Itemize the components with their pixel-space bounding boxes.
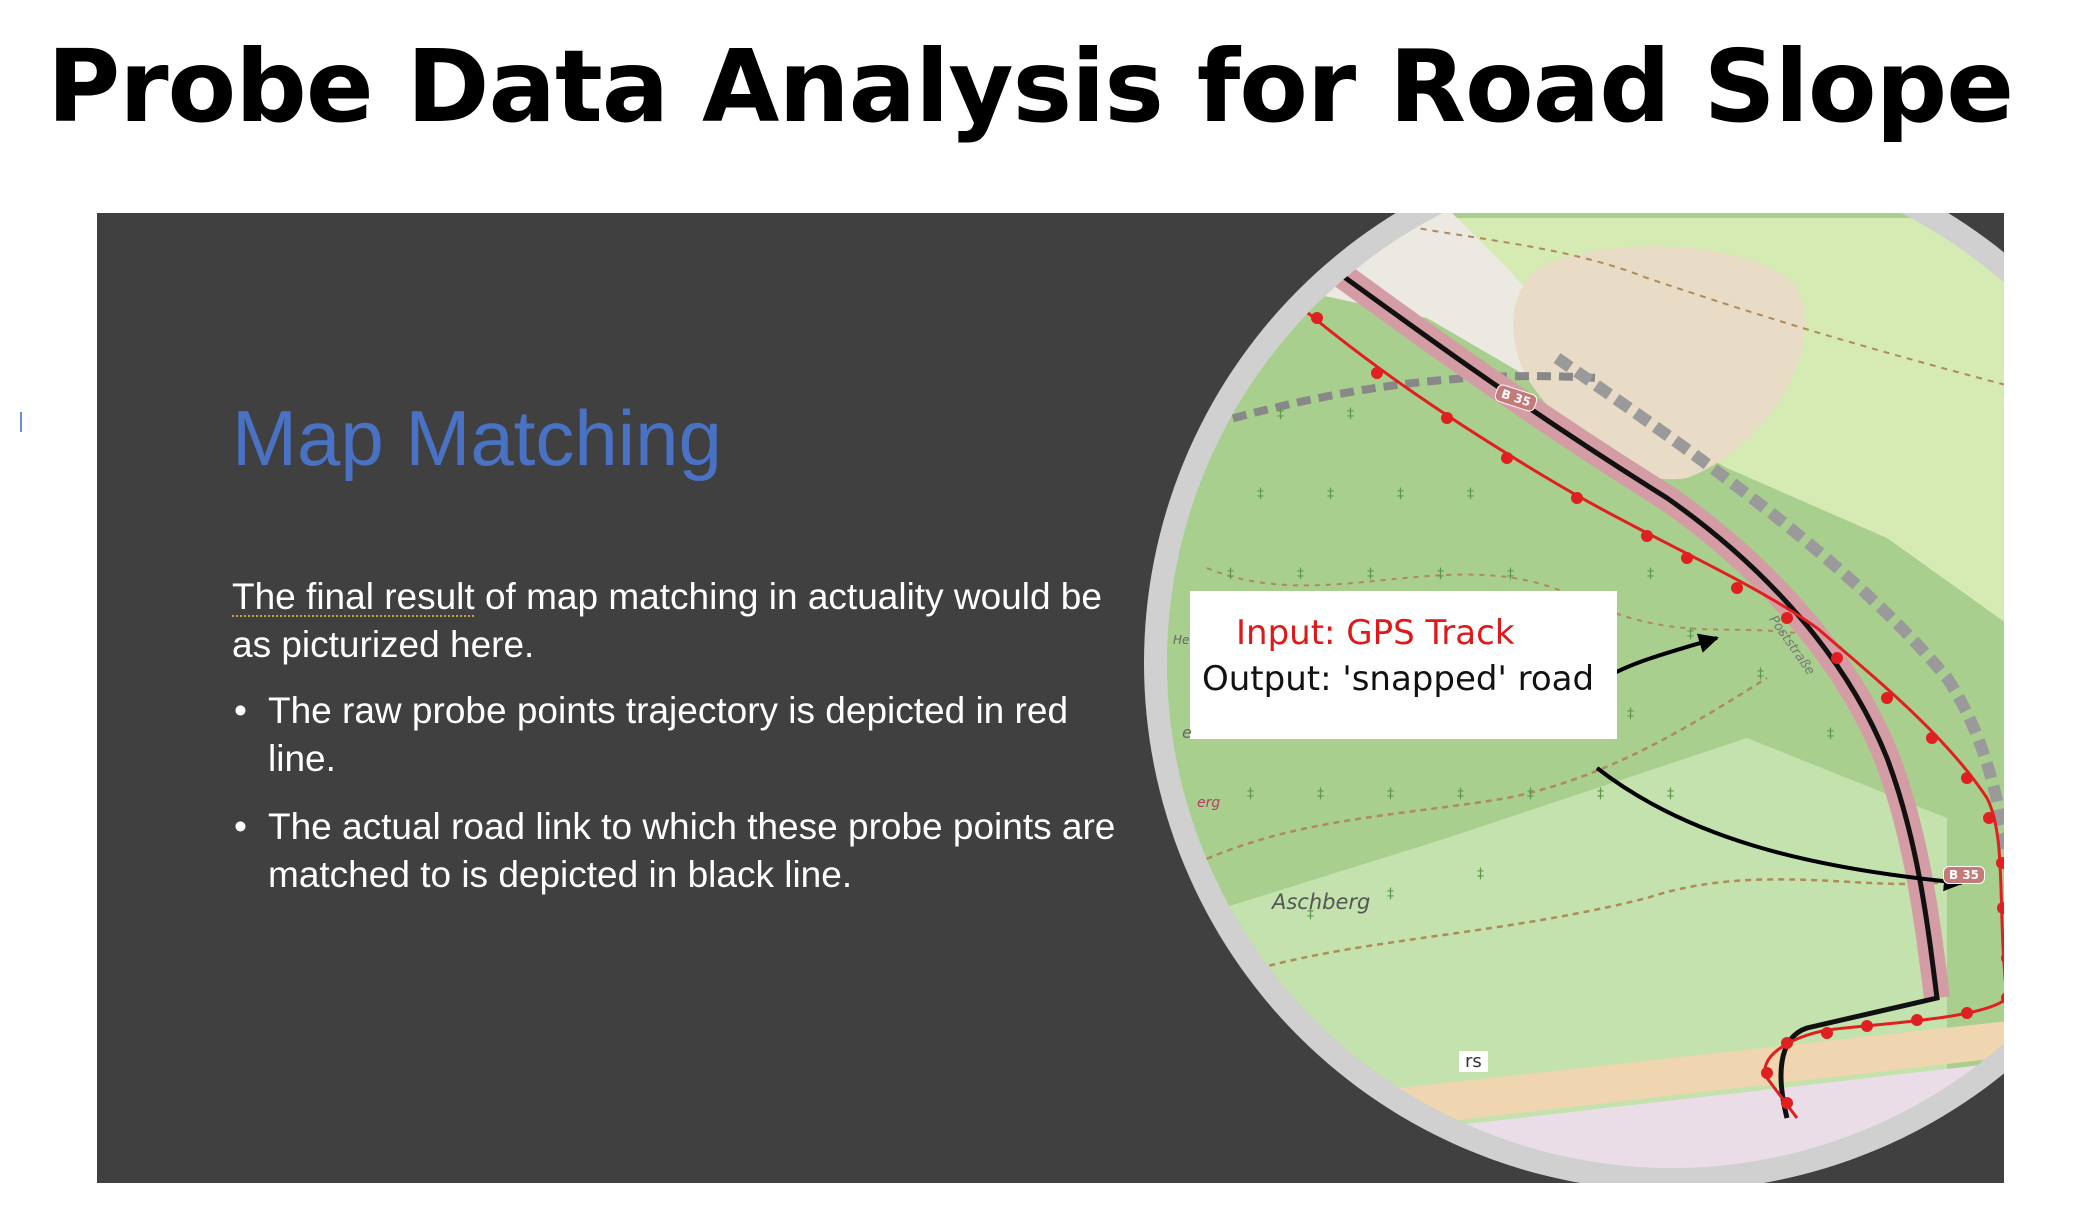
svg-text:‡: ‡	[1247, 786, 1254, 802]
svg-text:‡: ‡	[1387, 886, 1394, 902]
text-cursor	[20, 412, 22, 432]
map-label-fragment: e	[1182, 723, 1192, 742]
page-title: Probe Data Analysis for Road Slope	[46, 28, 2014, 145]
slide-heading: Map Matching	[232, 394, 722, 482]
svg-text:‡: ‡	[1397, 486, 1404, 502]
map-callout-box: Input: GPS Track Output: 'snapped' road	[1190, 591, 1617, 739]
svg-text:‡: ‡	[1297, 566, 1304, 582]
map-label-fragment: erg	[1197, 795, 1221, 811]
road-shield: B 35	[1943, 866, 1986, 884]
map-label-bottom: rs	[1459, 1051, 1488, 1072]
svg-text:‡: ‡	[1457, 786, 1464, 802]
intro-text: of map matching in actuality would be as…	[232, 576, 1102, 665]
svg-text:‡: ‡	[1317, 786, 1324, 802]
callout-input-text: Input: GPS Track	[1236, 613, 1515, 653]
svg-text:‡: ‡	[1757, 666, 1764, 682]
bullet-dot-icon: •	[234, 690, 247, 731]
svg-text:‡: ‡	[1477, 866, 1484, 882]
sand-area	[1513, 246, 1805, 480]
svg-text:‡: ‡	[1387, 786, 1394, 802]
map-label-aschberg: Aschberg	[1272, 890, 1371, 914]
svg-text:‡: ‡	[1597, 786, 1604, 802]
svg-text:‡: ‡	[1347, 406, 1354, 422]
map-label-fragment: He	[1173, 633, 1190, 647]
bullet-item: • The raw probe points trajectory is depi…	[232, 687, 1132, 783]
svg-text:‡: ‡	[1527, 786, 1534, 802]
slide-body: The final result of map matching in actu…	[232, 573, 1132, 919]
svg-text:‡: ‡	[1327, 486, 1334, 502]
trail-path	[1206, 567, 1828, 639]
svg-text:‡: ‡	[1227, 566, 1234, 582]
bullet-item: • The actual road link to which these pro…	[232, 803, 1132, 899]
svg-text:‡: ‡	[1307, 906, 1314, 922]
bullet-dot-icon: •	[234, 806, 247, 847]
svg-text:‡: ‡	[1507, 566, 1514, 582]
svg-text:‡: ‡	[1627, 706, 1634, 722]
output-arrow	[1595, 766, 1964, 892]
snapped-road-line	[1275, 225, 1940, 1119]
callout-output-text: Output: 'snapped' road	[1202, 659, 1595, 699]
svg-text:‡: ‡	[1367, 566, 1374, 582]
svg-text:‡: ‡	[1437, 566, 1444, 582]
bullet-text: The raw probe points trajectory is depic…	[268, 690, 1069, 779]
svg-text:‡: ‡	[1647, 566, 1654, 582]
bullet-text: The actual road link to which these prob…	[268, 806, 1116, 895]
svg-text:‡: ‡	[1277, 406, 1284, 422]
bullet-list: • The raw probe points trajectory is depi…	[232, 687, 1132, 899]
svg-text:‡: ‡	[1687, 626, 1694, 642]
svg-text:‡: ‡	[1667, 786, 1674, 802]
intro-paragraph: The final result of map matching in actu…	[232, 573, 1132, 669]
intro-underlined-text: The final result	[232, 576, 475, 617]
slide-panel: Map Matching The final result of map mat…	[97, 213, 2004, 1183]
svg-text:‡: ‡	[1467, 486, 1474, 502]
svg-text:‡: ‡	[1257, 486, 1264, 502]
railway-curve	[1553, 353, 2004, 1119]
svg-text:‡: ‡	[1827, 726, 1834, 742]
